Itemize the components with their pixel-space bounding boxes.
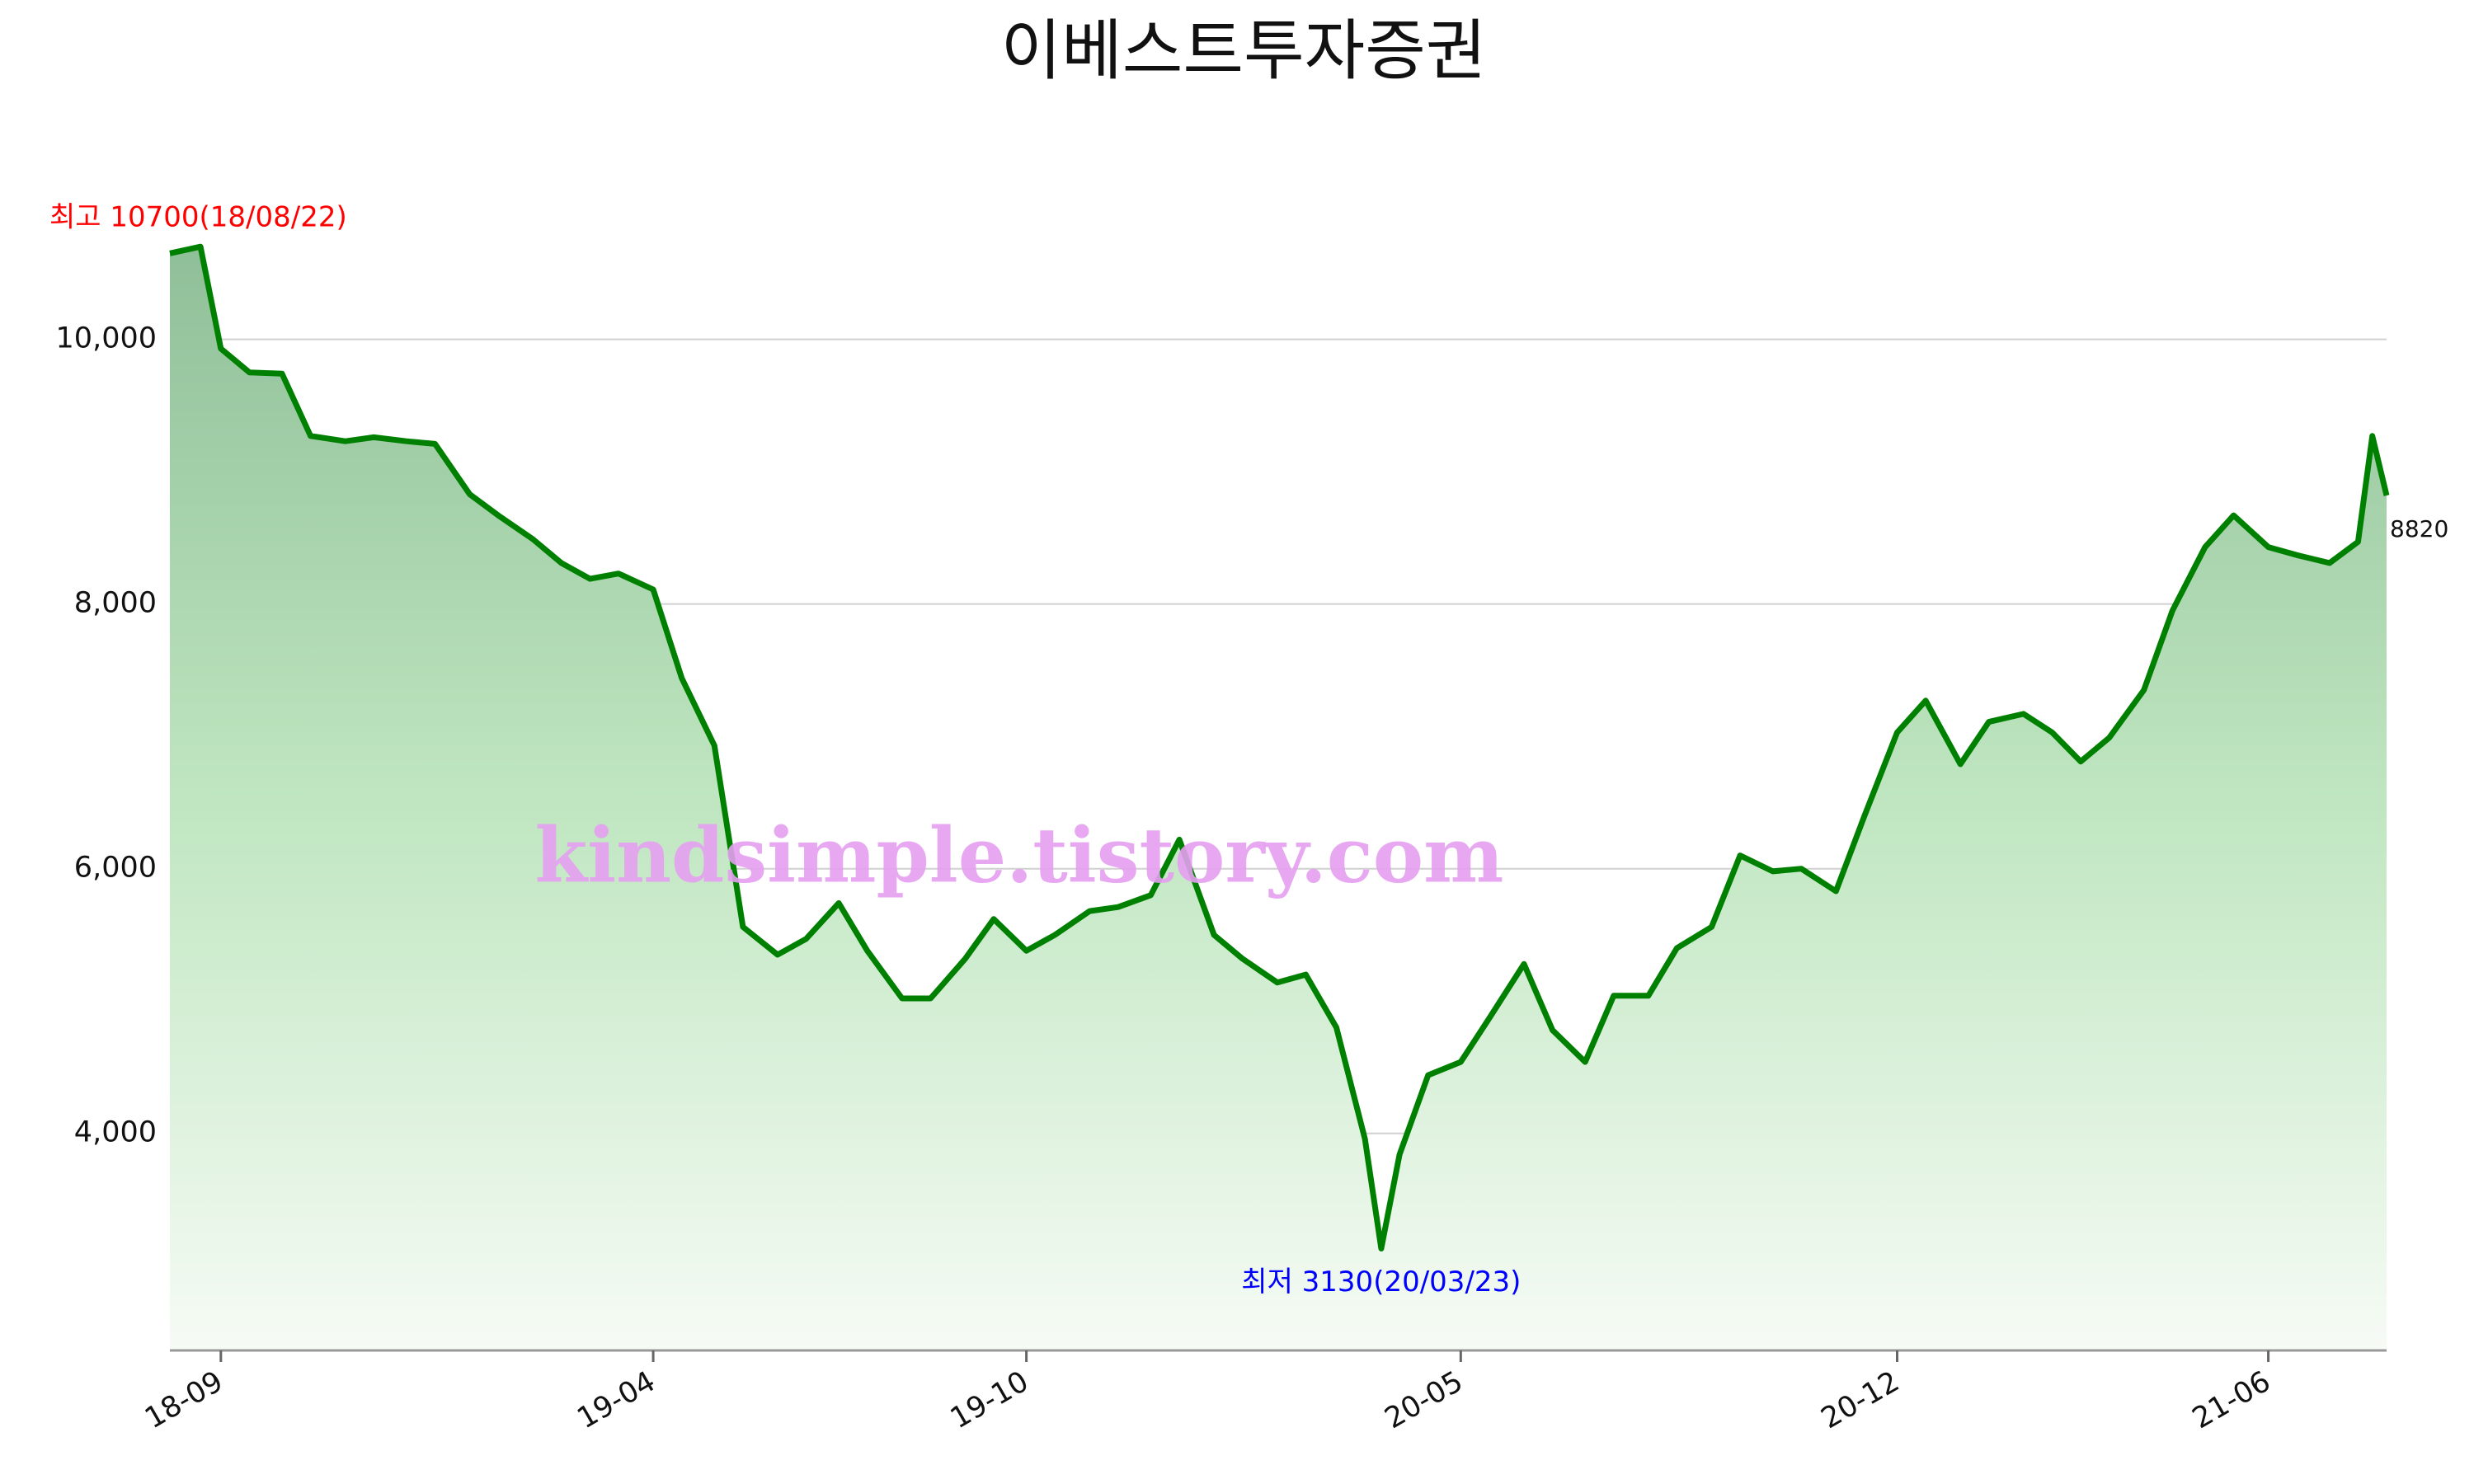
x-tick-label: 19-04 xyxy=(571,1365,661,1435)
value-label: 8820 xyxy=(2390,515,2448,542)
y-tick-label: 10,000 xyxy=(56,322,157,355)
x-tick-label: 19-10 xyxy=(945,1365,1034,1435)
watermark: kindsimple.tistory.com xyxy=(534,811,1503,900)
annotation: 최저 3130(20/03/23) xyxy=(1241,1266,1521,1298)
y-tick-label: 6,000 xyxy=(74,852,157,885)
y-tick-label: 4,000 xyxy=(74,1116,157,1149)
line xyxy=(169,243,2390,1252)
area xyxy=(170,247,2387,1351)
annotation: 최고 10700(18/08/22) xyxy=(49,201,347,234)
chart-title: 이베스트투자증권 xyxy=(1001,12,1487,89)
x-tick-label: 18-09 xyxy=(139,1365,228,1435)
y-tick-label: 8,000 xyxy=(74,587,157,620)
x-tick-label: 21-06 xyxy=(2187,1365,2276,1435)
x-tick-label: 20-05 xyxy=(1380,1365,1469,1435)
x-tick-label: 20-12 xyxy=(1816,1365,1905,1435)
